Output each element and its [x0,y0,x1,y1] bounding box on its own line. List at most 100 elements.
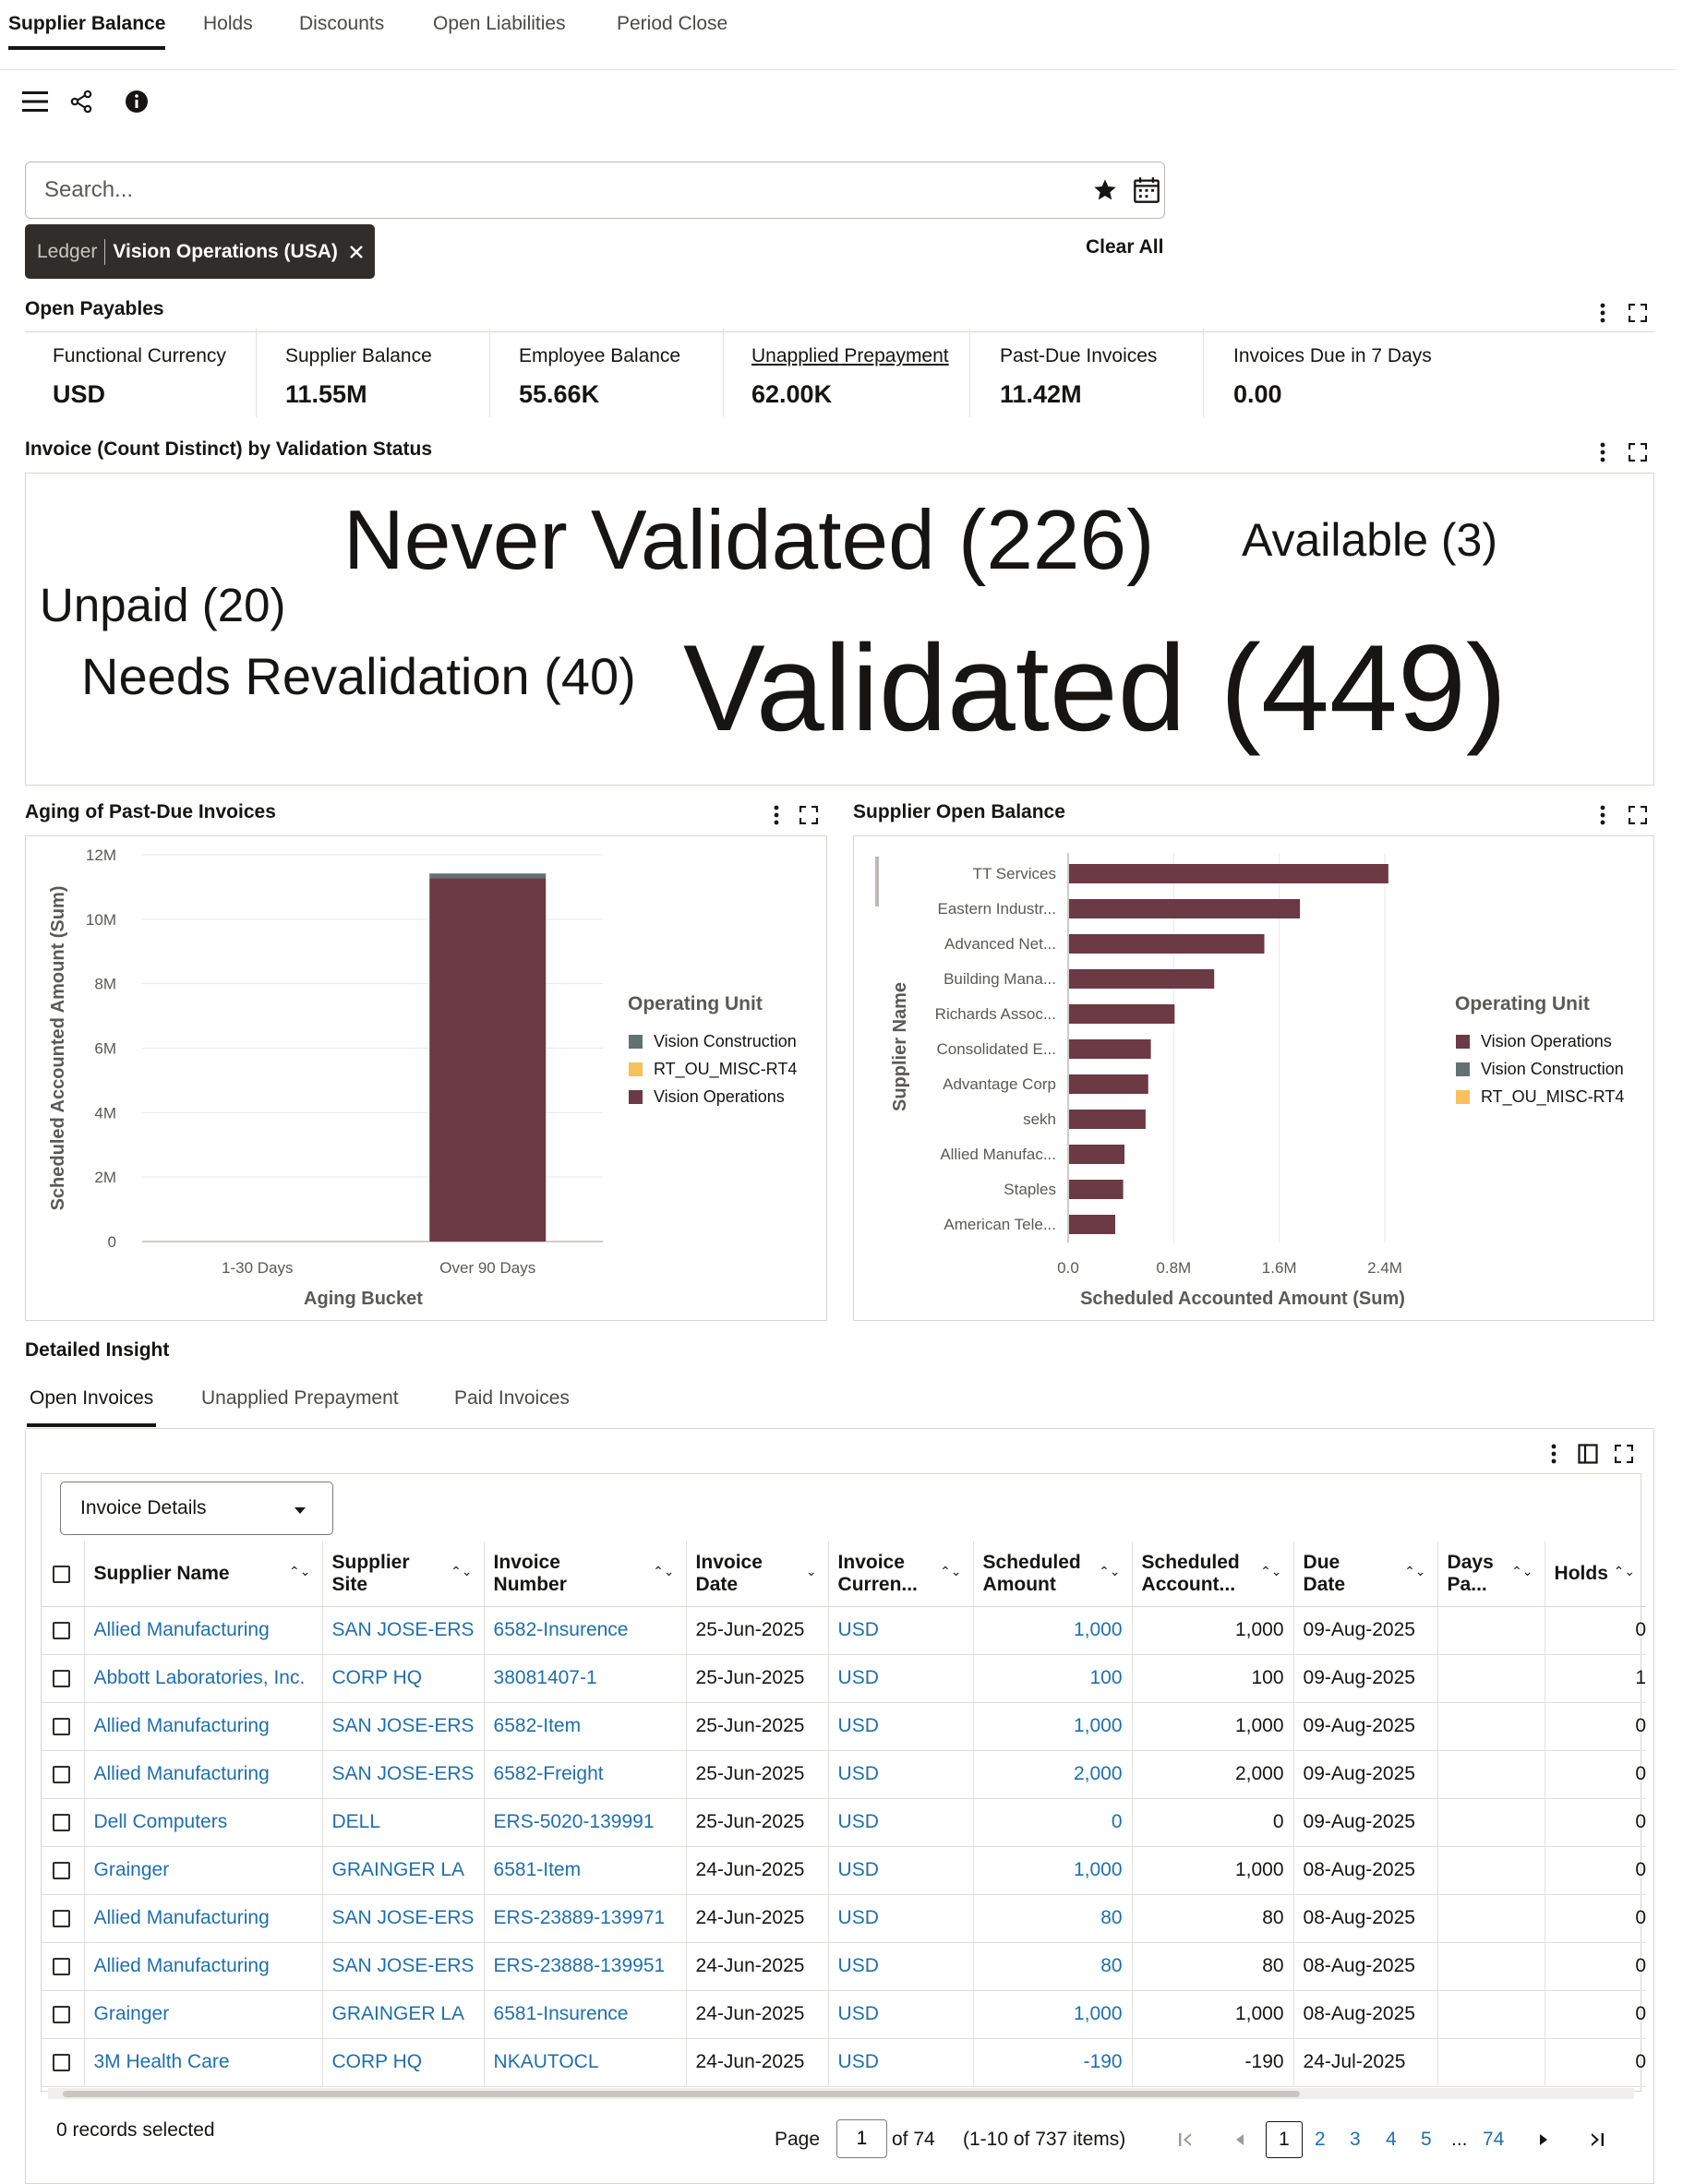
aging-legend-vision-construction[interactable]: Vision Construction [629,1032,797,1051]
sort-icon[interactable]: ⌃⌄ [289,1564,311,1578]
aging-legend-rt-ou-misc[interactable]: RT_OU_MISC-RT4 [629,1060,797,1079]
invoice-number-cell[interactable]: 6582-Item [484,1702,687,1751]
tag-needs-revalidation[interactable]: Needs Revalidation (40) [81,647,636,705]
supplier-site-cell[interactable]: SAN JOSE-ERS [322,1702,485,1751]
scheduled-amount-cell[interactable]: 80 [973,1942,1133,1991]
tab-open-liabilities[interactable]: Open Liabilities [433,13,566,34]
sort-icon[interactable]: ⌃⌄ [1511,1564,1533,1578]
row-checkbox[interactable] [53,1717,70,1735]
bar-4[interactable] [1069,969,1215,989]
col-invoice-currency[interactable]: Invoice Curren... ⌃⌄ [828,1542,974,1607]
supplier-legend-vision-construction[interactable]: Vision Construction [1456,1060,1624,1079]
scheduled-amount-cell[interactable]: 1,000 [973,1846,1133,1895]
bar-2[interactable] [1069,899,1301,918]
supplier-legend-vision-operations[interactable]: Vision Operations [1456,1032,1612,1051]
invoice-number-cell[interactable]: ERS-5020-139991 [484,1798,687,1847]
invoice-currency-cell[interactable]: USD [828,1990,974,2039]
scheduled-amount-cell[interactable]: 2,000 [973,1750,1133,1799]
invoice-currency-cell[interactable]: USD [828,1750,974,1799]
search-input[interactable] [44,175,1014,205]
supplier-site-cell[interactable]: SAN JOSE-ERS [322,1894,485,1943]
supplier-name-cell[interactable]: Allied Manufacturing [84,1606,323,1655]
sort-icon[interactable]: ⌃⌄ [940,1564,962,1578]
supplier-site-cell[interactable]: CORP HQ [322,2038,485,2087]
supplier-name-cell[interactable]: 3M Health Care [84,2038,323,2087]
bar-5[interactable] [1069,1004,1175,1024]
info-icon[interactable] [122,87,151,116]
invoice-number-cell[interactable]: ERS-23888-139951 [484,1942,687,1991]
table-row[interactable]: Grainger GRAINGER LA 6581-Item 24-Jun-2025 U… [42,1846,1647,1895]
sort-icon[interactable]: ⌃⌄ [1404,1564,1426,1578]
star-icon[interactable] [1090,175,1120,205]
bar-vision-operations[interactable] [429,878,547,1242]
supplier-name-cell[interactable]: Allied Manufacturing [84,1942,323,1991]
scrollbar-thumb[interactable] [63,2091,1300,2097]
table-row[interactable]: Dell Computers DELL ERS-5020-139991 25-Jun-… [42,1798,1647,1847]
row-checkbox[interactable] [53,1861,70,1879]
scheduled-amount-cell[interactable]: 80 [973,1894,1133,1943]
pager-page-3[interactable]: 3 [1350,2129,1361,2150]
sort-icon[interactable]: ⌃⌄ [451,1564,473,1578]
pager-page-2[interactable]: 2 [1315,2129,1326,2150]
pager-page-4[interactable]: 4 [1386,2129,1397,2150]
invoice-number-cell[interactable]: 6581-Insurence [484,1990,687,2039]
more-options-icon[interactable] [1543,1441,1565,1467]
row-checkbox[interactable] [53,2053,70,2071]
row-checkbox[interactable] [53,2005,70,2023]
tab-period-close[interactable]: Period Close [617,13,728,34]
table-row[interactable]: Abbott Laboratories, Inc. CORP HQ 38081407… [42,1654,1647,1703]
col-supplier-name[interactable]: Supplier Name ⌃⌄ [84,1542,323,1607]
sort-icon[interactable]: ⌃⌄ [1613,1564,1636,1578]
scheduled-amount-cell[interactable]: -190 [973,2038,1133,2087]
invoice-number-cell[interactable]: 38081407-1 [484,1654,687,1703]
close-icon[interactable] [349,245,364,259]
more-options-icon[interactable] [1592,439,1614,465]
invoice-currency-cell[interactable]: USD [828,1702,974,1751]
horizontal-scrollbar[interactable] [48,2088,1634,2099]
bar-3[interactable] [1069,934,1265,954]
supplier-site-cell[interactable]: CORP HQ [322,1654,485,1703]
invoice-currency-cell[interactable]: USD [828,1798,974,1847]
sort-desc-icon[interactable]: ⌄ [805,1564,817,1578]
tab-supplier-balance[interactable]: Supplier Balance [8,13,166,50]
invoice-number-cell[interactable]: ERS-23889-139971 [484,1894,687,1943]
invoice-currency-cell[interactable]: USD [828,1654,974,1703]
supplier-name-cell[interactable]: Allied Manufacturing [84,1894,323,1943]
col-due-date[interactable]: Due Date ⌃⌄ [1293,1542,1438,1607]
bar-11[interactable] [1069,1215,1116,1234]
sort-icon[interactable]: ⌃⌄ [653,1564,675,1578]
invoice-currency-cell[interactable]: USD [828,1894,974,1943]
view-select[interactable]: Invoice Details [60,1482,333,1535]
supplier-name-cell[interactable]: Abbott Laboratories, Inc. [84,1654,323,1703]
table-row[interactable]: Grainger GRAINGER LA 6581-Insurence 24-Jun-… [42,1990,1647,2039]
row-checkbox[interactable] [53,1909,70,1927]
supplier-site-cell[interactable]: SAN JOSE-ERS [322,1606,485,1655]
tab-open-invoices[interactable]: Open Invoices [26,1387,157,1427]
invoice-number-cell[interactable]: 6581-Item [484,1846,687,1895]
bar-6[interactable] [1069,1039,1151,1059]
invoice-number-cell[interactable]: 6582-Freight [484,1750,687,1799]
table-row[interactable]: 3M Health Care CORP HQ NKAUTOCL 24-Jun-2025… [42,2038,1647,2087]
supplier-site-cell[interactable]: GRAINGER LA [322,1990,485,2039]
supplier-legend-rt-ou-misc[interactable]: RT_OU_MISC-RT4 [1456,1087,1624,1107]
invoice-currency-cell[interactable]: USD [828,1846,974,1895]
bar-9[interactable] [1069,1145,1125,1164]
maximize-icon[interactable] [797,803,821,827]
tab-discounts[interactable]: Discounts [299,13,385,34]
supplier-name-cell[interactable]: Allied Manufacturing [84,1750,323,1799]
table-row[interactable]: Allied Manufacturing SAN JOSE-ERS ERS-2388… [42,1942,1647,1991]
supplier-name-cell[interactable]: Dell Computers [84,1798,323,1847]
more-options-icon[interactable] [1592,802,1614,828]
scheduled-amount-cell[interactable]: 0 [973,1798,1133,1847]
next-page-icon[interactable] [1533,2129,1555,2151]
pager-page-5[interactable]: 5 [1421,2129,1432,2150]
supplier-name-cell[interactable]: Grainger [84,1990,323,2039]
pager-page-input[interactable] [836,2119,887,2158]
invoice-number-cell[interactable]: 6582-Insurence [484,1606,687,1655]
col-scheduled-amount[interactable]: Scheduled Amount ⌃⌄ [973,1542,1133,1607]
pager-page-last[interactable]: 74 [1483,2129,1505,2150]
bar-8[interactable] [1069,1110,1146,1129]
maximize-icon[interactable] [1626,803,1650,827]
tab-holds[interactable]: Holds [203,13,253,34]
share-icon[interactable] [66,87,96,116]
